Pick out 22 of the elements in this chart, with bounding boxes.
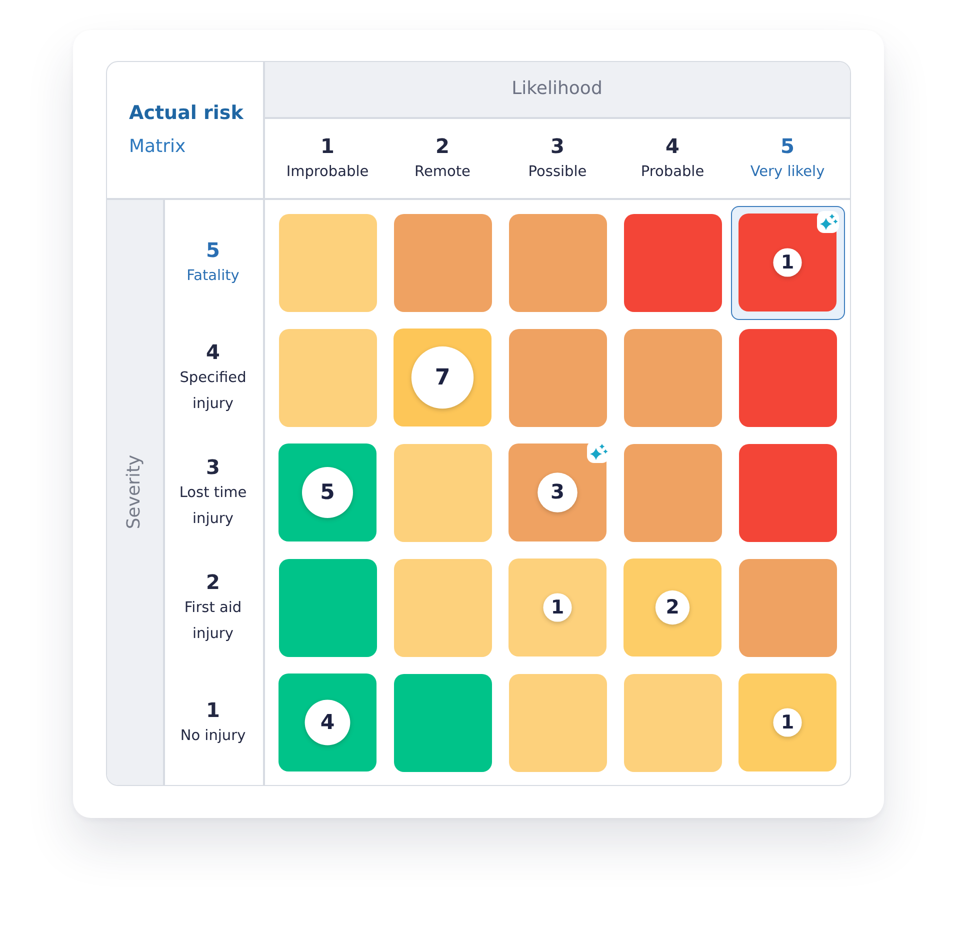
x-tick-label: 4 Probable [640,133,706,182]
data-label: 1 [550,595,564,618]
y-tick-label: 4 Specified injury [178,338,248,414]
y-axis-title: Severity [124,454,144,530]
y-tick-label: 2 First aid injury [183,568,243,644]
y-tick-label: 1 No injury [180,696,246,746]
x-tick-label: 5 Very likely [749,133,826,182]
data-label: 4 [320,710,335,734]
chart-title: Actual risk [129,102,244,124]
chart-subtitle: Matrix [129,136,186,157]
data-label: 1 [780,710,794,734]
x-tick-label: 2 Remote [414,133,472,182]
data-label: 1 [780,250,794,274]
data-label: 5 [320,478,335,504]
y-tick-label: 3 Lost time injury [178,454,248,528]
data-label: 7 [434,364,450,390]
y-tick-label: 5 Fatality [186,236,240,286]
data-label: 2 [666,596,680,619]
x-tick-label: 3 Possible [527,133,588,182]
x-tick-label: 1 Improbable [285,133,370,182]
x-axis-title: Likelihood [512,78,602,99]
data-label: 3 [550,480,564,504]
